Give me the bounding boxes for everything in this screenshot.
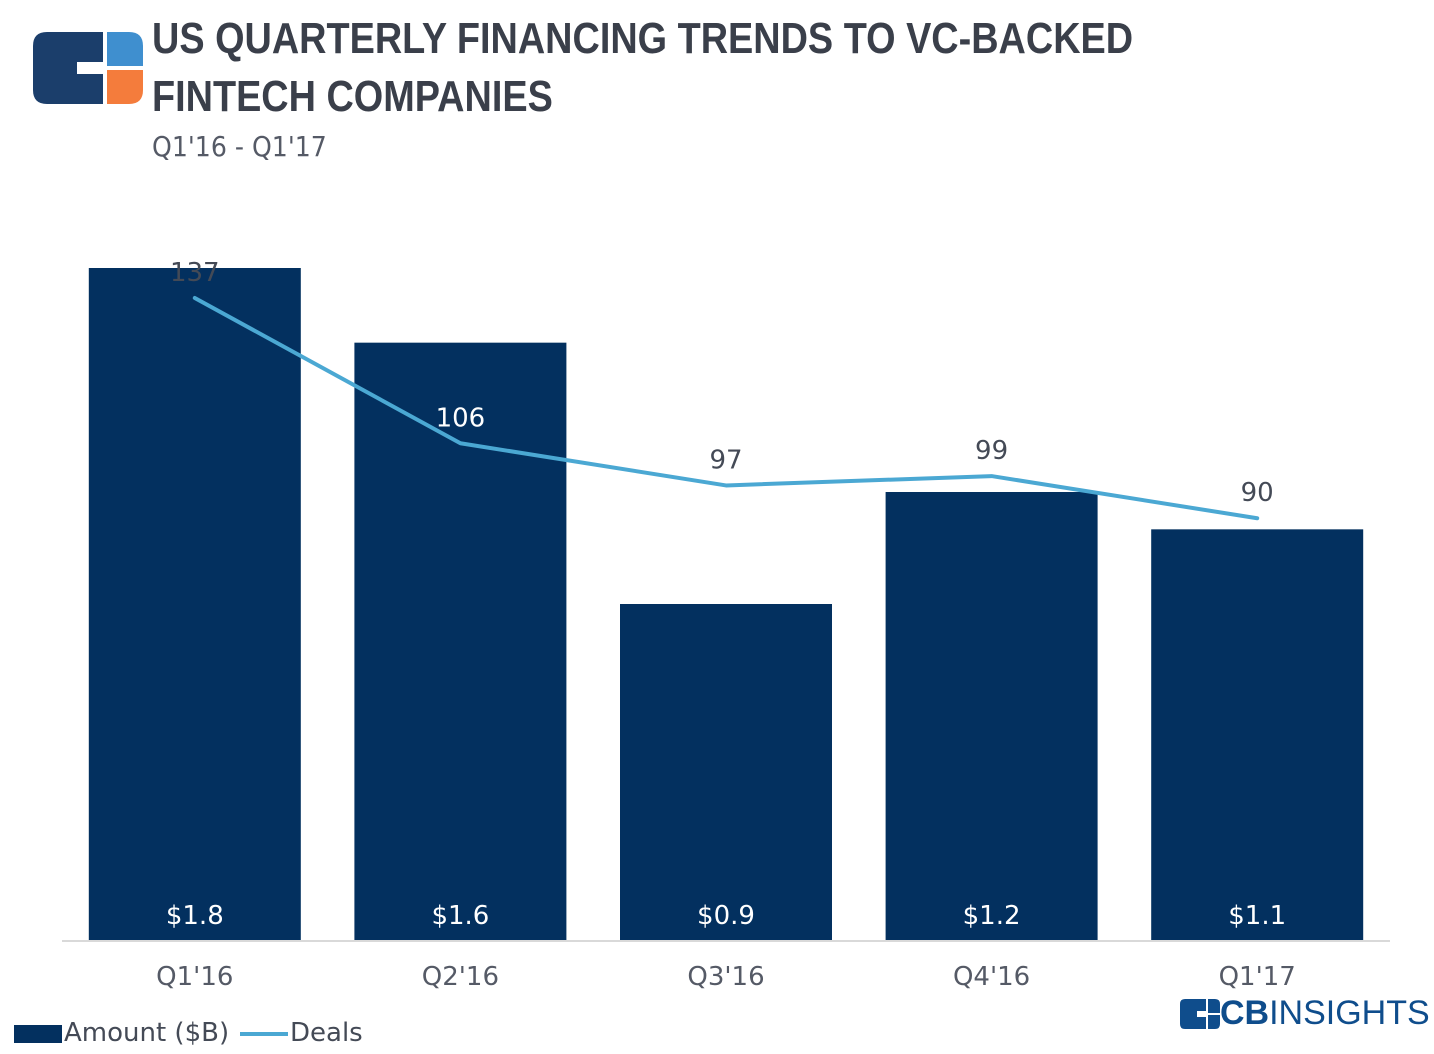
bar-amount	[620, 604, 832, 940]
legend-label-amount: Amount ($B)	[64, 1018, 230, 1048]
cb-insights-brand: CBINSIGHTS	[1180, 994, 1430, 1034]
legend-item-deals: Deals	[240, 1018, 363, 1048]
line-data-label: 90	[1241, 478, 1274, 508]
line-data-label: 99	[975, 436, 1008, 466]
cb-insights-brand-icon	[1180, 998, 1220, 1029]
legend-swatch-bar	[14, 1024, 62, 1043]
chart-title: US QUARTERLY FINANCING TRENDS TO VC-BACK…	[152, 14, 1134, 121]
brand-cb-text: CB	[1220, 994, 1270, 1032]
x-tick-label: Q3'16	[687, 962, 764, 992]
brand-insights-text: INSIGHTS	[1269, 994, 1430, 1032]
line-data-label: 106	[436, 403, 486, 433]
line-data-label: 97	[709, 445, 742, 475]
x-tick-label: Q4'16	[953, 962, 1030, 992]
bar-value-label: $1.6	[431, 901, 489, 931]
bar-amount	[88, 268, 301, 940]
x-tick-label: Q2'16	[422, 962, 499, 992]
bar-value-label: $0.9	[697, 901, 755, 931]
legend-swatch-line	[240, 1031, 288, 1036]
legend-label-deals: Deals	[290, 1018, 363, 1048]
cb-insights-logo-icon	[33, 32, 143, 104]
x-tick-label: Q1'16	[156, 962, 233, 992]
line-data-label: 137	[170, 258, 220, 288]
bar-amount	[885, 492, 1098, 940]
x-tick-label: Q1'17	[1219, 962, 1296, 992]
bar-amount	[1151, 529, 1364, 940]
bar-value-label: $1.8	[166, 901, 224, 931]
bar-value-label: $1.2	[963, 901, 1021, 931]
legend-item-amount: Amount ($B)	[14, 1018, 229, 1048]
series-line-deals	[192, 296, 1260, 521]
bar-value-label: $1.1	[1228, 901, 1286, 931]
chart-subtitle: Q1'16 - Q1'17	[152, 130, 327, 163]
